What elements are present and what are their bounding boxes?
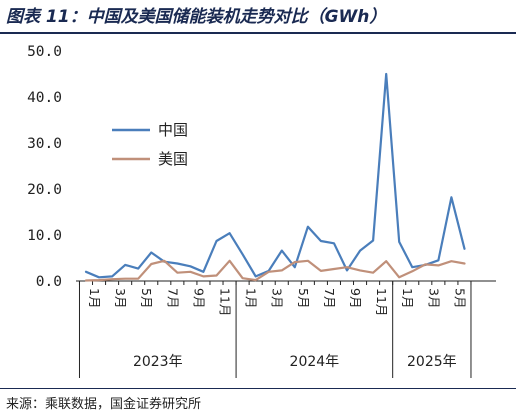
chart-title: 图表 11：中国及美国储能装机走势对比（GWh） <box>6 7 387 27</box>
legend-label: 中国 <box>158 121 188 139</box>
legend-label: 美国 <box>158 150 188 168</box>
y-tick-label: 10.0 <box>27 228 62 244</box>
x-tick-label: 3月 <box>426 288 441 308</box>
y-tick-label: 20.0 <box>27 182 62 198</box>
x-tick-label: 5月 <box>139 288 154 308</box>
year-label: 2025年 <box>407 354 457 370</box>
x-tick-label: 11月 <box>218 288 233 316</box>
series-layer <box>84 72 466 282</box>
y-tick-label: 0.0 <box>36 274 62 290</box>
x-tick-label: 3月 <box>113 288 128 308</box>
source-rule <box>0 388 516 389</box>
x-tick-label: 1月 <box>244 288 259 308</box>
x-tick-label: 7月 <box>322 288 337 308</box>
source-note: 来源：乘联数据，国金证券研究所 <box>6 397 202 412</box>
chart-axes: 0.0 10.0 20.0 30.0 40.0 50.0 1月 3月 5月 7月 9月 11月 1月 3月… <box>27 44 496 378</box>
title-rule <box>0 32 516 34</box>
x-tick-label: 9月 <box>191 288 206 308</box>
y-tick-label: 50.0 <box>27 44 62 60</box>
x-tick-label: 9月 <box>348 288 363 308</box>
series-line <box>84 72 466 279</box>
x-tick-label: 5月 <box>296 288 311 308</box>
series-line <box>84 259 466 282</box>
year-label: 2024年 <box>290 354 340 370</box>
x-tick-label: 1月 <box>87 288 102 308</box>
y-tick-label: 40.0 <box>27 90 62 106</box>
year-label: 2023年 <box>133 354 183 370</box>
x-tick-label: 7月 <box>165 288 180 308</box>
x-tick-label: 5月 <box>452 288 467 308</box>
x-tick-label: 11月 <box>374 288 389 316</box>
y-tick-label: 30.0 <box>27 136 62 152</box>
x-tick-label: 3月 <box>270 288 285 308</box>
x-tick-label: 1月 <box>400 288 415 308</box>
